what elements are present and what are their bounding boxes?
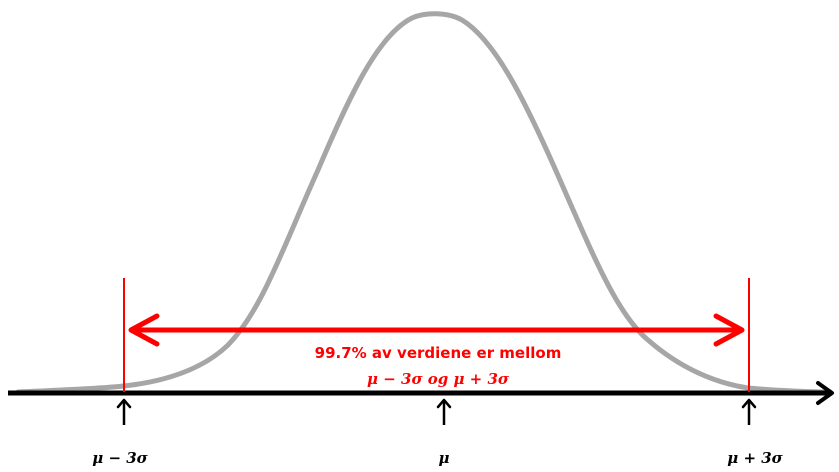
- tick-arrow-left: [116, 398, 132, 425]
- x-axis-arrowhead: [816, 381, 834, 405]
- tick-label-mu: μ: [439, 449, 450, 467]
- bell-curve: [15, 11, 833, 395]
- tick-label-mu-plus-3sigma: μ + 3σ: [727, 449, 783, 467]
- range-arrow-left-head: [128, 313, 160, 347]
- tick-label-mu-minus-3sigma: μ − 3σ: [92, 449, 148, 467]
- range-annotation-formula: μ − 3σ og μ + 3σ: [367, 370, 510, 388]
- tick-arrow-right: [741, 398, 757, 425]
- range-annotation-text: 99.7% av verdiene er mellom: [315, 344, 562, 362]
- tick-arrow-center: [436, 398, 452, 425]
- range-arrow-right-head: [713, 313, 745, 347]
